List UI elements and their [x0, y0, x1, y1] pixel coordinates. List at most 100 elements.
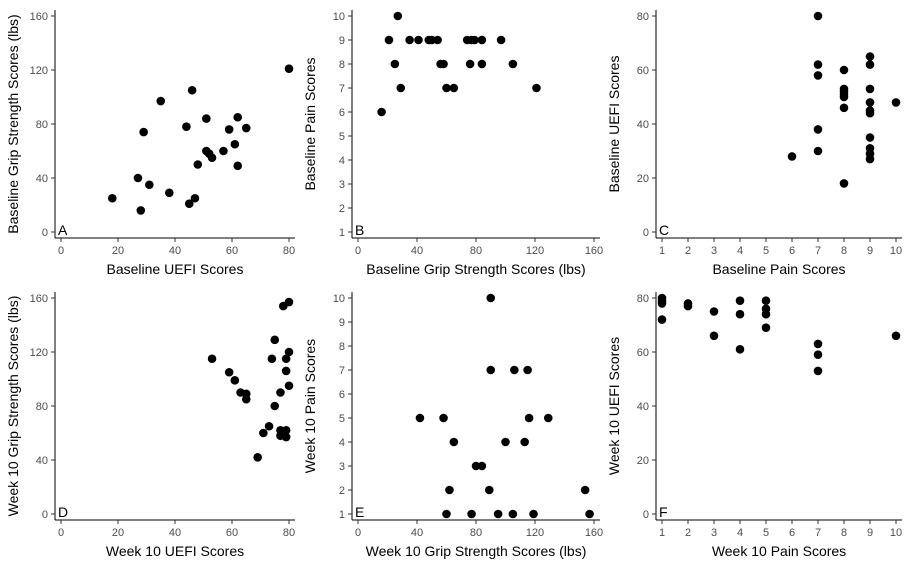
data-point [508, 509, 518, 519]
data-point [839, 92, 849, 102]
data-point [270, 335, 280, 345]
data-point [442, 509, 451, 519]
data-point [477, 35, 487, 45]
y-tick-label: 3 [339, 179, 345, 191]
x-tick-label: 10 [890, 527, 902, 539]
data-point [839, 179, 849, 188]
y-tick-label: 8 [339, 59, 345, 71]
x-tick-label: 80 [283, 245, 295, 257]
data-point [532, 83, 541, 93]
x-tick-label: 5 [763, 245, 769, 257]
data-point [657, 299, 667, 308]
y-tick-label: 1 [339, 227, 345, 239]
data-point [284, 297, 294, 307]
data-point [891, 98, 901, 107]
x-tick-label: 9 [867, 245, 873, 257]
data-point [190, 193, 200, 203]
data-point [281, 426, 291, 435]
x-tick-label: 6 [789, 245, 795, 257]
y-tick-label: 40 [36, 173, 48, 185]
x-tick-label: 4 [737, 527, 743, 539]
x-axis-title: Baseline UEFI Scores [107, 261, 244, 277]
y-axis-title: Week 10 Pain Scores [302, 339, 318, 473]
panel-a: 0 20 40 60 80 0 40 80 120 160 Baseline UEFI Scores… [5, 10, 295, 277]
x-tick-label: 40 [411, 245, 423, 257]
data-point [467, 509, 476, 519]
data-point [496, 35, 506, 45]
data-point [508, 59, 518, 69]
data-point [520, 437, 529, 447]
data-point [414, 35, 423, 45]
panel-tag: A [58, 222, 68, 238]
y-tick-label: 3 [339, 461, 345, 473]
data-point [524, 413, 534, 423]
data-point [219, 146, 228, 156]
y-tick-label: 80 [36, 401, 48, 413]
y-tick-label: 6 [339, 389, 345, 401]
y-tick-label: 60 [637, 65, 649, 77]
y-tick-label: 5 [339, 131, 345, 143]
y-tick-label: 10 [333, 11, 345, 23]
data-point [233, 112, 242, 122]
data-point [281, 432, 291, 442]
data-point [813, 146, 823, 156]
data-point [224, 367, 234, 377]
data-point [683, 301, 693, 311]
x-tick-label: 80 [470, 527, 482, 539]
data-point [427, 35, 437, 45]
data-point [281, 354, 291, 364]
data-point [585, 509, 594, 519]
y-tick-label: 120 [30, 347, 48, 359]
data-point [187, 85, 197, 95]
y-tick-label: 40 [36, 455, 48, 467]
panel-b: 0 40 80 120 160 1 2 3 4 5 6 7 8 9 10 Baseline Grip Stre… [302, 10, 603, 277]
y-axis-title: Week 10 UEFI Scores [606, 337, 622, 475]
data-point [284, 381, 294, 391]
data-point [241, 389, 251, 399]
data-point [270, 401, 280, 411]
x-tick-label: 120 [526, 245, 544, 257]
data-point [865, 84, 875, 94]
data-point [202, 114, 211, 123]
data-point [839, 103, 849, 113]
data-point [108, 193, 117, 203]
data-point [813, 71, 823, 80]
x-tick-label: 0 [58, 527, 64, 539]
x-tick-label: 0 [355, 527, 361, 539]
data-point [891, 331, 901, 341]
data-point [405, 35, 414, 45]
data-point [735, 296, 745, 306]
data-point [230, 139, 240, 149]
x-tick-label: 0 [355, 245, 361, 257]
x-axis-title: Baseline Pain Scores [712, 261, 845, 277]
data-point [182, 122, 191, 131]
data-point [813, 11, 823, 21]
data-point [813, 60, 823, 69]
y-tick-label: 0 [643, 227, 649, 239]
x-axis-title: Week 10 Grip Strength Scores (lbs) [366, 543, 587, 559]
x-tick-label: 20 [112, 527, 124, 539]
x-tick-label: 1 [659, 527, 665, 539]
data-point [465, 59, 475, 69]
data-point [284, 347, 294, 357]
data-point [433, 35, 442, 45]
data-point [813, 125, 823, 134]
data-point [276, 388, 285, 397]
panel-tag: D [58, 504, 68, 520]
data-point [493, 509, 503, 519]
x-tick-label: 7 [815, 245, 821, 257]
data-point [139, 127, 148, 137]
x-tick-label: 4 [737, 245, 743, 257]
x-axis-title: Week 10 UEFI Scores [106, 543, 244, 559]
data-point [390, 59, 400, 69]
y-tick-label: 160 [30, 293, 48, 305]
data-point [486, 365, 496, 375]
y-axis-title: Baseline UEFI Scores [606, 56, 622, 193]
data-point [449, 83, 459, 93]
data-point [224, 125, 234, 134]
x-tick-label: 10 [890, 245, 902, 257]
panel-tag: B [355, 222, 364, 238]
x-tick-label: 20 [112, 245, 124, 257]
x-tick-label: 8 [841, 245, 847, 257]
